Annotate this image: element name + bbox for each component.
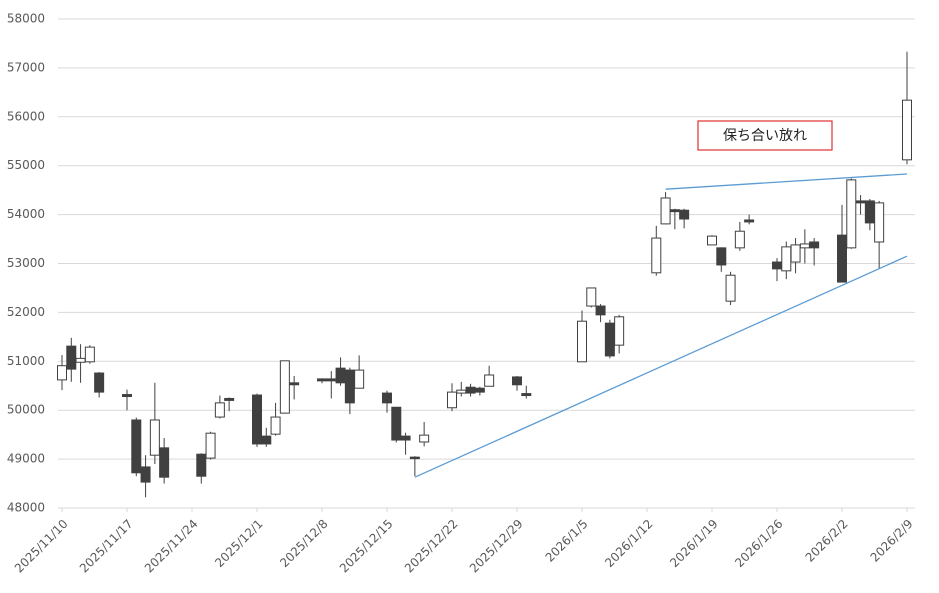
candle-down — [382, 392, 392, 404]
y-tick-label: 56000 — [7, 109, 45, 123]
candle-down — [864, 200, 875, 224]
candle-up — [660, 197, 671, 225]
candle-up — [707, 235, 717, 246]
candle-down — [344, 369, 355, 404]
candle-down — [465, 386, 476, 394]
y-tick-label: 50000 — [7, 403, 45, 417]
candle-up — [799, 243, 810, 249]
candle-down — [744, 219, 755, 223]
candle-down — [604, 322, 615, 357]
candle-down — [716, 247, 727, 266]
y-tick-label: 58000 — [7, 12, 45, 26]
candle-down — [66, 345, 77, 370]
annotation: 保ち合い放れ — [723, 128, 807, 144]
y-tick-label: 52000 — [7, 305, 45, 319]
candle-up — [577, 320, 587, 363]
candle-down — [140, 466, 151, 483]
candle-down — [409, 456, 420, 460]
candle-down — [521, 393, 532, 397]
candle-up — [84, 346, 95, 363]
candle-down — [391, 406, 402, 441]
candle-down — [289, 382, 300, 386]
candle-up — [484, 374, 495, 387]
candle-down — [855, 200, 866, 204]
candle-down — [669, 209, 680, 213]
candle-up — [902, 99, 912, 161]
candle-up — [447, 391, 457, 409]
candle-down — [131, 419, 142, 474]
candle-up — [781, 246, 792, 272]
candle-down — [679, 209, 690, 220]
candle-up — [279, 360, 290, 414]
annotation-box — [697, 120, 833, 151]
candle-up — [149, 419, 160, 456]
candle-down — [252, 394, 262, 445]
candle-down — [809, 241, 820, 249]
y-tick-label: 51000 — [7, 354, 45, 368]
candle-up — [75, 357, 86, 363]
candle-down — [772, 261, 782, 270]
y-tick-label: 54000 — [7, 207, 45, 221]
candle-down — [196, 453, 207, 477]
candle-up — [456, 389, 467, 394]
y-tick-label: 48000 — [7, 501, 45, 515]
candle-up — [651, 237, 662, 274]
candle-up — [614, 316, 625, 346]
candle-up — [725, 274, 736, 302]
candle-up — [57, 365, 67, 381]
candle-down — [224, 397, 235, 401]
y-tick-label: 57000 — [7, 60, 45, 74]
candle-down — [512, 376, 522, 386]
candle-up — [205, 432, 216, 459]
y-tick-label: 53000 — [7, 256, 45, 270]
candle-down — [595, 305, 606, 316]
candle-down — [837, 234, 847, 283]
trendline — [414, 255, 908, 478]
candle-up — [586, 287, 597, 307]
candle-up — [214, 402, 225, 418]
candle-down — [122, 394, 132, 398]
candle-down — [317, 378, 327, 382]
candle-up — [419, 434, 430, 443]
candle-down — [159, 447, 170, 478]
candle-up — [270, 416, 281, 435]
candle-down — [94, 372, 105, 393]
candle-down — [335, 367, 346, 384]
candle-up — [734, 230, 745, 249]
candle-down — [261, 435, 272, 445]
candle-up — [846, 179, 857, 249]
candle-up — [874, 202, 885, 243]
candle-down — [400, 435, 411, 441]
trendline — [665, 173, 908, 190]
candle-up — [354, 369, 365, 389]
candle-up — [790, 244, 801, 263]
candle-down — [474, 387, 485, 393]
y-tick-label: 49000 — [7, 452, 45, 466]
y-tick-label: 55000 — [7, 158, 45, 172]
candle-down — [326, 378, 337, 382]
